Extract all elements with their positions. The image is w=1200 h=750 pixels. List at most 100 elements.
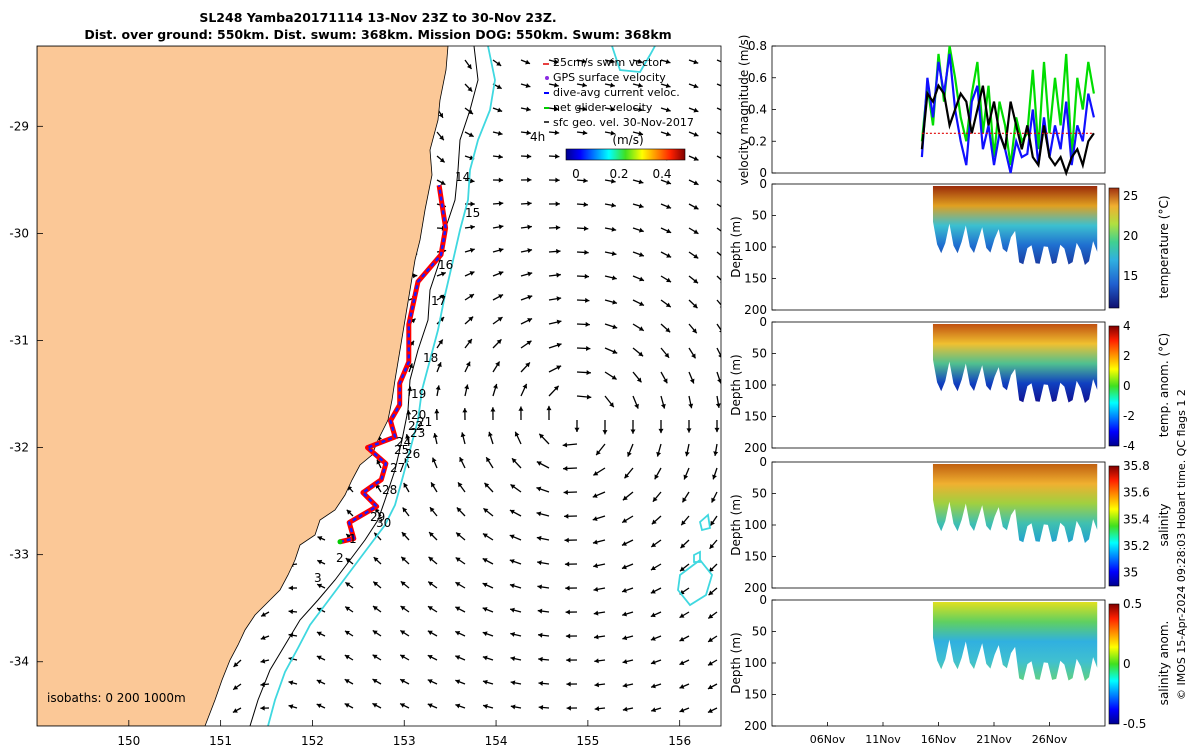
section-y-tick-label: 50 [752, 347, 767, 361]
current-arrow-head [609, 58, 615, 64]
current-arrow-head [317, 559, 323, 565]
current-arrow-head [650, 565, 656, 571]
current-arrow-head [556, 342, 562, 348]
section-y-tick-label: 150 [744, 550, 767, 564]
current-arrow-head [400, 581, 406, 587]
current-arrow-head [427, 630, 433, 636]
current-arrow-head [717, 378, 721, 384]
current-arrow-head [440, 180, 446, 185]
colorbar-tick-label: 0 [1123, 657, 1131, 671]
current-arrow-head [460, 432, 466, 438]
current-arrow-head [288, 704, 294, 710]
current-arrow-head [488, 431, 493, 437]
current-arrow-head [345, 606, 351, 612]
current-arrow-head [718, 354, 721, 358]
current-arrow-head [713, 451, 719, 456]
current-arrow-head [427, 654, 433, 660]
current-arrow-head [721, 181, 726, 185]
current-arrow-head [681, 520, 686, 526]
current-arrow-head [493, 383, 498, 389]
current-arrow-head [566, 705, 571, 711]
current-arrow-head [666, 277, 672, 283]
current-arrow-head [536, 461, 542, 466]
colorbar-tick-label: 35.8 [1123, 459, 1150, 473]
current-arrow-head [612, 299, 617, 305]
current-arrow-head [527, 201, 532, 207]
legend-label-current: dive-avg current veloc. [553, 86, 680, 99]
current-arrow-head [431, 457, 437, 463]
current-arrow-head [455, 630, 461, 636]
map-y-tick-label: -33 [9, 548, 29, 562]
current-arrow-head [260, 635, 266, 640]
current-arrow-head [483, 704, 488, 709]
current-arrow-head [652, 496, 658, 502]
current-arrow-head [582, 82, 587, 88]
current-arrow-head [665, 131, 671, 137]
glider-track-current-vectors [339, 185, 447, 543]
current-arrow-head [555, 153, 560, 159]
current-arrow-head [522, 383, 528, 389]
colorbar-tick-label: 35.6 [1123, 486, 1150, 500]
current-arrow-head [610, 106, 615, 112]
colorbar-tick-0: 0 [572, 167, 580, 181]
current-arrow-head [470, 224, 475, 230]
current-arrow-head [482, 607, 488, 612]
current-arrow-head [553, 58, 559, 64]
map-x-axis: 150 151 152 153 154 155 156 [117, 720, 691, 748]
current-arrow-head [462, 408, 468, 413]
current-arrow-head [708, 567, 714, 572]
current-arrow-head [583, 202, 589, 208]
current-arrow-head [666, 179, 671, 185]
current-arrow-head [514, 431, 520, 437]
current-arrow-head [638, 179, 644, 185]
track-label-27: 27 [390, 461, 405, 475]
current-arrow-head [688, 403, 694, 409]
current-arrow-head [553, 385, 559, 391]
current-arrow-head [455, 582, 461, 587]
current-arrow-head [483, 508, 489, 513]
current-arrow-head [651, 542, 657, 548]
current-arrow-head [679, 613, 685, 618]
current-arrow-head [510, 632, 516, 637]
velocity-line [920, 83, 1095, 177]
current-arrow-head [555, 225, 561, 231]
current-arrow-head [639, 252, 644, 257]
current-arrow-head [469, 294, 474, 299]
track-label-15: 15 [465, 206, 480, 220]
current-arrow-head [536, 535, 542, 541]
current-arrow-head [663, 378, 668, 384]
current-arrow-head [693, 83, 699, 89]
current-arrow-head [708, 637, 714, 642]
track-label-28: 28 [382, 483, 397, 497]
current-arrow-head [537, 560, 542, 566]
current-arrow-head [554, 130, 560, 136]
current-arrow-head [440, 294, 446, 300]
isobaths-label: isobaths: 0 200 1000m [47, 691, 186, 705]
current-arrow-head [586, 345, 591, 351]
current-arrow-head [693, 278, 698, 284]
current-arrow-head [708, 590, 714, 596]
current-arrow-head [498, 177, 504, 183]
current-arrow-head [679, 707, 685, 713]
section-y-tick-label: 100 [744, 518, 767, 532]
current-arrow-head [594, 658, 599, 664]
current-arrow-head [344, 630, 350, 636]
current-arrow-head [455, 606, 461, 612]
current-arrow-head [586, 370, 591, 376]
current-arrow-head [638, 131, 644, 136]
current-arrow-head [373, 581, 379, 587]
section-y-tick-label: 200 [744, 441, 767, 455]
current-arrow-head [400, 703, 406, 708]
current-arrow-head [582, 106, 588, 112]
current-arrow-head [682, 497, 687, 503]
section-y-tick-label: 200 [744, 719, 767, 733]
current-arrow-head [693, 107, 699, 113]
current-arrow-head [611, 226, 617, 232]
current-arrow-head [594, 682, 600, 688]
velocity-series [920, 45, 1095, 177]
legend-swatch-gps [545, 76, 549, 80]
current-arrow-head [527, 224, 532, 230]
legend-label-gps: GPS surface velocity [553, 71, 666, 84]
current-arrow-head [510, 680, 516, 686]
current-arrow-head [372, 703, 378, 708]
